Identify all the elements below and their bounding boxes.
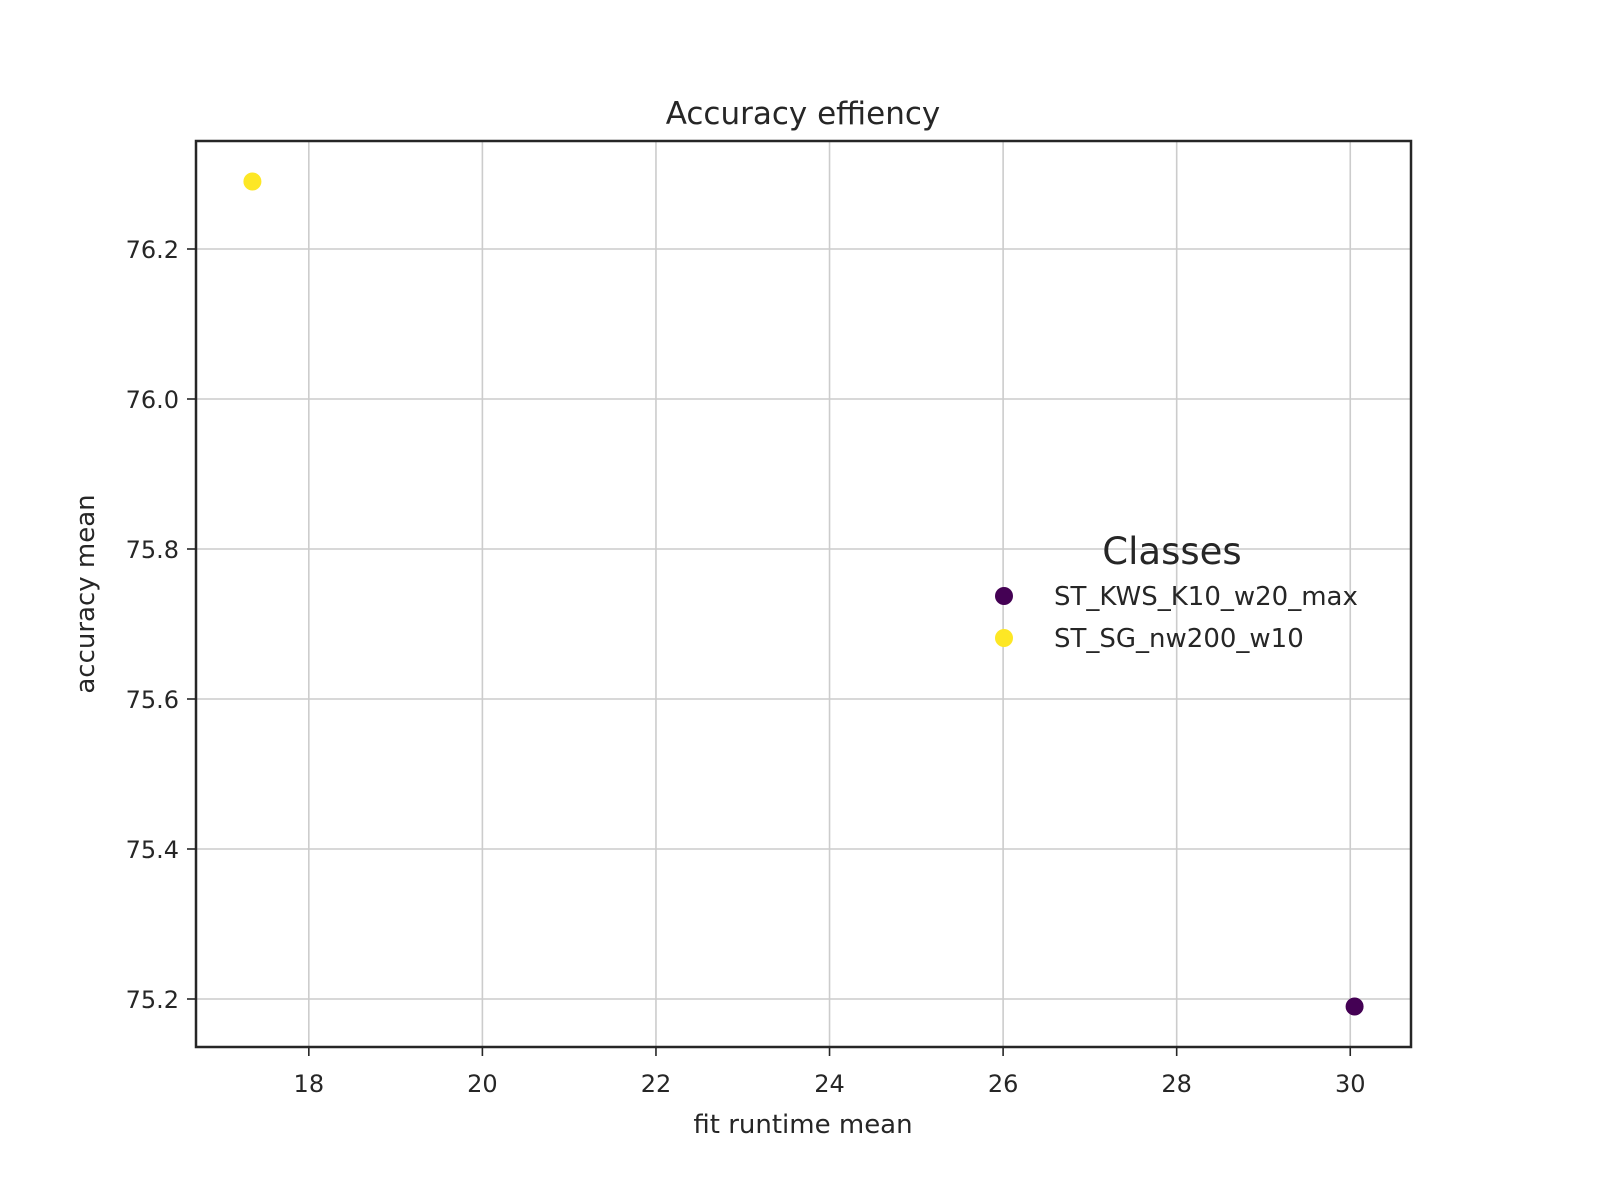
x-tick-label: 28	[1161, 1070, 1192, 1098]
x-tick-label: 18	[294, 1070, 325, 1098]
y-tick-label: 75.4	[126, 836, 179, 864]
x-tick-label: 30	[1335, 1070, 1366, 1098]
data-point-2	[243, 172, 262, 191]
x-tick-label: 22	[641, 1070, 672, 1098]
y-tick-label: 75.8	[126, 536, 179, 564]
y-tick-label: 76.0	[126, 386, 179, 414]
plot-frame	[194, 139, 1413, 1049]
x-tick-label: 24	[814, 1070, 845, 1098]
legend-marker-1	[995, 587, 1013, 605]
legend-marker-2	[995, 629, 1013, 647]
chart-title: Accuracy effiency	[666, 96, 941, 132]
y-tick-label: 75.2	[126, 986, 179, 1014]
x-axis-title: fit runtime mean	[693, 1110, 912, 1140]
data-points	[243, 172, 1364, 1016]
legend-label-2: ST_SG_nw200_w10	[1054, 624, 1304, 654]
x-axis-ticks: 18 20 22 24 26 28 30	[294, 1047, 1366, 1098]
legend-title: Classes	[1102, 530, 1241, 573]
y-axis-ticks: 75.2 75.4 75.6 75.8 76.0 76.2	[126, 236, 196, 1014]
y-tick-label: 75.6	[126, 686, 179, 714]
x-tick-label: 20	[467, 1070, 498, 1098]
y-tick-label: 76.2	[126, 236, 179, 264]
legend-label-1: ST_KWS_K10_w20_max	[1054, 582, 1358, 612]
y-axis-title: accuracy mean	[71, 494, 101, 693]
legend: Classes ST_KWS_K10_w20_max ST_SG_nw200_w1…	[995, 530, 1358, 654]
data-point-1	[1345, 997, 1364, 1016]
x-tick-label: 26	[988, 1070, 1019, 1098]
